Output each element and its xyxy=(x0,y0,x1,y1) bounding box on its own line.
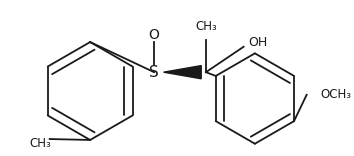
Text: OCH₃: OCH₃ xyxy=(321,88,352,101)
Text: CH₃: CH₃ xyxy=(195,20,217,33)
Polygon shape xyxy=(164,66,201,79)
Text: CH₃: CH₃ xyxy=(29,137,51,150)
Text: S: S xyxy=(149,65,159,80)
Text: OH: OH xyxy=(248,36,268,49)
Text: O: O xyxy=(149,27,160,41)
